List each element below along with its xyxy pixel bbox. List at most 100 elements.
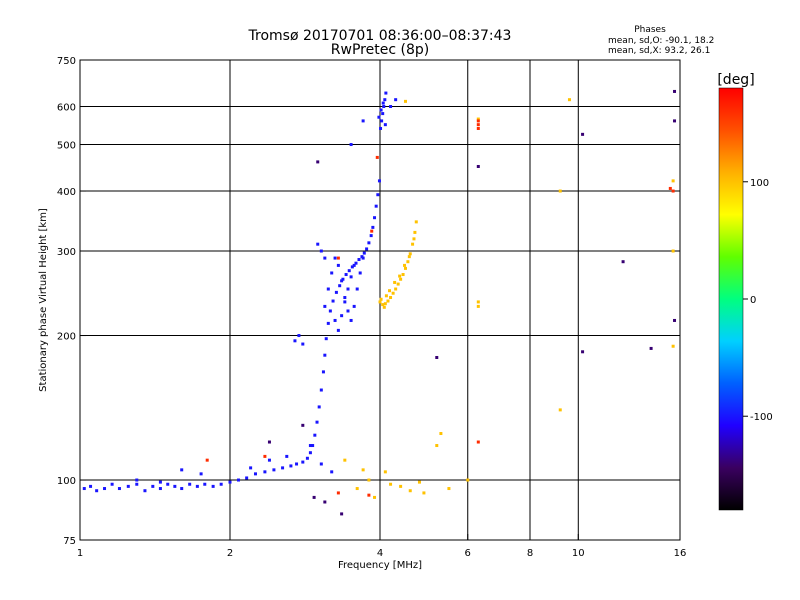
data-point [476, 440, 480, 444]
data-point [343, 296, 347, 300]
data-point [117, 487, 121, 491]
colorbar-tick-label: -100 [750, 412, 773, 423]
data-point [408, 252, 412, 256]
data-point [413, 230, 417, 234]
data-point [326, 287, 330, 291]
data-point [403, 99, 407, 103]
data-point [103, 487, 107, 491]
data-point [382, 105, 386, 109]
data-point [671, 179, 675, 183]
data-point [82, 487, 86, 491]
data-point [249, 466, 253, 470]
data-point [671, 344, 675, 348]
data-point [367, 241, 371, 245]
y-tick-label: 400 [57, 187, 76, 198]
data-point [383, 470, 387, 474]
data-point [406, 260, 410, 264]
data-point [135, 482, 139, 486]
data-point [319, 249, 323, 253]
data-point [408, 489, 412, 493]
data-point [354, 261, 358, 265]
data-point [321, 370, 325, 374]
data-point [263, 454, 267, 458]
data-point [558, 189, 562, 193]
data-point [439, 432, 443, 436]
data-point [211, 484, 215, 488]
data-point [330, 271, 334, 275]
data-point [379, 126, 383, 130]
data-point [158, 487, 162, 491]
data-point [401, 273, 405, 277]
chart-title: Tromsø 20170701 08:36:00–08:37:43 [248, 28, 512, 44]
data-point [380, 119, 384, 123]
data-point [324, 337, 328, 341]
data-point [673, 119, 677, 123]
data-point [370, 229, 374, 233]
data-point [308, 451, 312, 455]
data-point [199, 472, 203, 476]
data-point [343, 300, 347, 304]
data-point [110, 482, 114, 486]
data-point [476, 126, 480, 130]
y-axis-ticks: 75 100 200 300 400 500 600 750 [57, 56, 86, 547]
data-point [158, 480, 162, 484]
data-point [414, 220, 418, 224]
data-point [135, 478, 139, 482]
data-point [581, 350, 585, 354]
data-point [671, 189, 675, 193]
data-point [375, 155, 379, 159]
data-point [383, 302, 387, 306]
data-point [412, 237, 416, 241]
data-point [336, 256, 340, 260]
data-point [391, 291, 395, 295]
data-point [476, 300, 480, 304]
data-point [476, 119, 480, 123]
data-point [673, 89, 677, 93]
data-point [374, 204, 378, 208]
data-point [293, 339, 297, 343]
data-point [398, 274, 402, 278]
data-point [399, 484, 403, 488]
data-point [301, 342, 305, 346]
data-point [312, 495, 316, 499]
data-point [373, 495, 377, 499]
data-point [581, 132, 585, 136]
colorbar-ticks: 100 0 -100 [743, 178, 773, 423]
data-point [382, 305, 386, 309]
data-point [349, 318, 353, 322]
data-point [376, 193, 380, 197]
data-point [316, 242, 320, 246]
data-point [476, 164, 480, 168]
x-axis-ticks: 1 2 4 6 8 10 16 [77, 534, 686, 559]
data-point [386, 299, 390, 303]
data-point [143, 489, 147, 493]
data-point [203, 482, 207, 486]
data-point [352, 304, 356, 308]
data-point [394, 287, 398, 291]
data-point [357, 258, 361, 262]
data-point [323, 256, 327, 260]
data-point [466, 478, 470, 482]
data-point [180, 468, 184, 472]
data-point [381, 303, 385, 307]
data-point [333, 256, 337, 260]
data-point [361, 119, 365, 123]
data-point [355, 487, 359, 491]
data-point [236, 478, 240, 482]
data-point [253, 472, 257, 476]
data-point [447, 487, 451, 491]
x-tick-label: 6 [465, 548, 471, 559]
data-point [263, 470, 267, 474]
data-point [417, 480, 421, 484]
data-point [126, 484, 130, 488]
data-point [389, 482, 393, 486]
data-point [567, 98, 571, 102]
x-tick-label: 1 [77, 548, 83, 559]
data-point [361, 468, 365, 472]
data-point [365, 247, 369, 251]
data-point [336, 328, 340, 332]
data-point [313, 433, 317, 437]
legend-stat-o: mean, sd,O: -90.1, 18.2 [608, 36, 714, 46]
data-point [341, 277, 345, 281]
